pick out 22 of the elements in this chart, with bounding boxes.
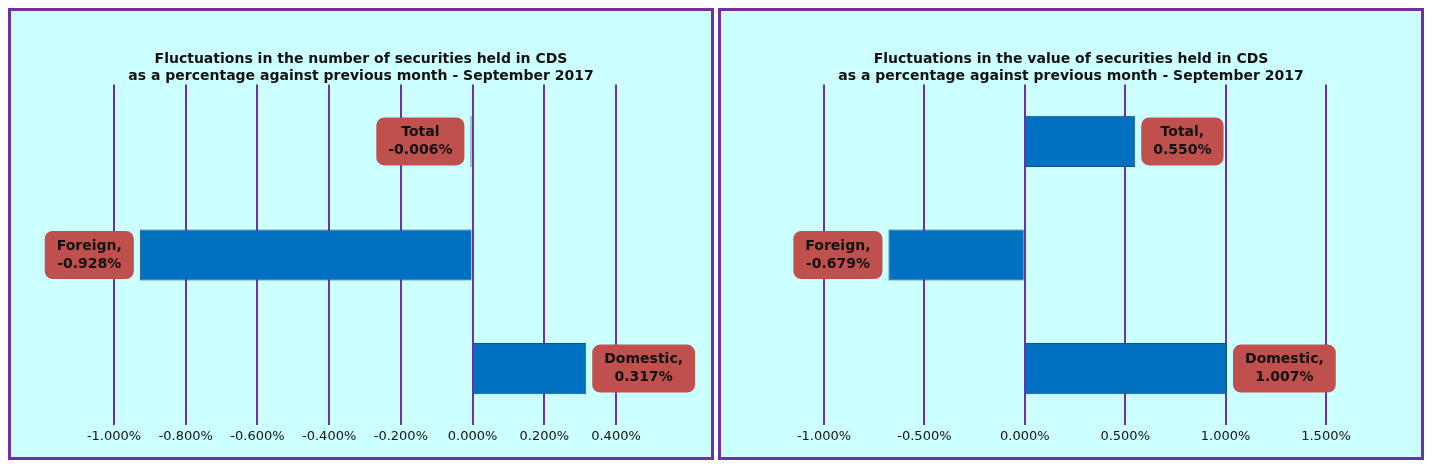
data-label: Foreign, -0.679% bbox=[805, 236, 871, 271]
chart-title: Fluctuations in the number of securities held in CDS as a percentage against previous month - September 2017 bbox=[128, 50, 594, 83]
data-label: Total -0.006% bbox=[388, 123, 453, 158]
x-tick-label: 0.000% bbox=[447, 427, 498, 443]
x-tick-label: -1.000% bbox=[796, 427, 852, 443]
data-label: Domestic, 1.007% bbox=[1245, 350, 1324, 385]
x-tick-label: -0.400% bbox=[302, 427, 357, 443]
data-label: Total, 0.550% bbox=[1153, 123, 1212, 158]
chart-title: Fluctuations in the value of securities held in CDS as a percentage against previous month - September 2017 bbox=[838, 50, 1304, 83]
x-tick-label: 1.000% bbox=[1200, 427, 1251, 443]
x-tick-label: 0.500% bbox=[1100, 427, 1150, 443]
x-tick-label: 0.000% bbox=[1000, 427, 1050, 443]
data-label: Domestic, 0.317% bbox=[604, 350, 683, 385]
x-tick-label: -1.000% bbox=[86, 427, 142, 443]
x-tick-label: -0.800% bbox=[158, 427, 213, 443]
x-tick-label: 0.400% bbox=[591, 427, 641, 443]
x-tick-label: 0.200% bbox=[519, 427, 570, 443]
x-tick-label: -0.200% bbox=[373, 427, 428, 443]
x-tick-label: -0.600% bbox=[230, 427, 285, 443]
x-tick-label: 1.500% bbox=[1301, 427, 1351, 443]
data-label: Foreign, -0.928% bbox=[56, 236, 122, 271]
x-tick-label: -0.500% bbox=[897, 427, 952, 443]
